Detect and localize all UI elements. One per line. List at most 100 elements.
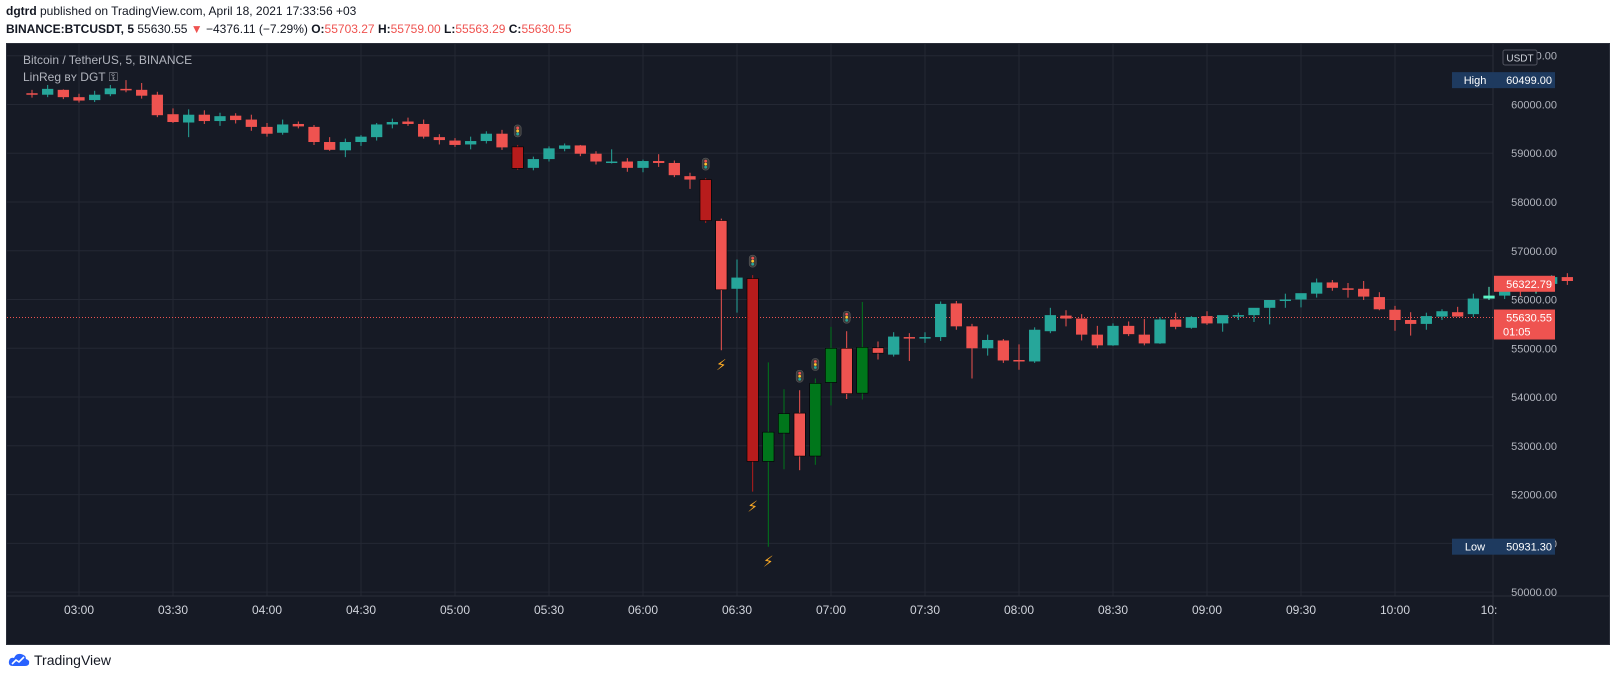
candle-body <box>1420 316 1432 324</box>
published-text: published on TradingView.com, April 18, … <box>40 4 357 18</box>
candlestick-chart[interactable]: ⚡⚡⚡61000.0060000.0059000.0058000.0057000… <box>7 44 1609 644</box>
candle-body <box>1154 319 1166 344</box>
candle-body <box>1138 334 1150 344</box>
candle-body <box>778 413 790 434</box>
price-tick-label: 54000.00 <box>1511 392 1557 404</box>
currency-label: USDT <box>1506 54 1533 65</box>
candle-body <box>1311 282 1323 294</box>
candle-body <box>89 94 101 101</box>
candle-body <box>339 142 351 151</box>
candle-body <box>57 89 69 98</box>
traffic-light-icon <box>513 124 522 138</box>
time-tick-label: 07:30 <box>910 603 940 617</box>
traffic-light-red <box>798 371 802 375</box>
brand-name: TradingView <box>34 652 112 668</box>
traffic-light-green <box>704 165 708 169</box>
candle-body <box>699 179 712 221</box>
high-value: 55759.00 <box>390 22 441 36</box>
traffic-light-yellow <box>704 162 708 166</box>
candle-body <box>1264 300 1276 308</box>
candle-body <box>449 140 461 145</box>
candle-body <box>1561 277 1573 281</box>
indicator-price-label: 56322.79 <box>1506 279 1552 291</box>
candle-body <box>480 133 492 142</box>
candle-body <box>840 347 853 394</box>
cloud-logo-icon <box>8 653 30 666</box>
price-tick-label: 50000.00 <box>1511 587 1557 599</box>
traffic-light-icon <box>701 157 710 171</box>
candle-body <box>590 153 602 162</box>
candle-body <box>496 133 508 148</box>
close-label: C: <box>508 22 522 36</box>
traffic-light-icon <box>748 254 757 268</box>
time-tick-label: 08:00 <box>1004 603 1034 617</box>
traffic-light-yellow <box>845 315 849 319</box>
publisher-name[interactable]: dgtrd <box>6 4 37 18</box>
candle-body <box>1342 288 1354 290</box>
candle-body <box>637 161 649 168</box>
candle-body <box>872 347 884 354</box>
candle-body <box>997 340 1009 361</box>
candle-body <box>1060 315 1072 319</box>
last-price-tag <box>1494 309 1555 340</box>
low-marker-bg <box>1452 538 1555 555</box>
candle-body <box>1326 282 1338 288</box>
candle-body <box>371 124 383 138</box>
candle-body <box>527 159 539 168</box>
candle-body <box>1389 309 1401 320</box>
price-tick-label: 60000.00 <box>1511 99 1557 111</box>
high-label: H: <box>377 22 391 36</box>
traffic-light-icon <box>842 310 851 324</box>
candle-body <box>292 123 304 127</box>
currency-badge <box>1502 49 1538 66</box>
candle-body <box>308 126 320 143</box>
time-tick-label: 05:30 <box>534 603 564 617</box>
high-marker: High 60499.00 <box>1452 72 1555 89</box>
candle-body <box>1170 319 1182 327</box>
series-legend[interactable]: Bitcoin / TetherUS, 5, BINANCE <box>23 53 193 67</box>
last-price: 55630.55 <box>137 22 188 36</box>
low-marker-label: Low <box>1465 542 1485 554</box>
candle-body <box>1029 329 1041 362</box>
price-tick-label: 56000.00 <box>1511 295 1557 307</box>
candles <box>26 80 1573 547</box>
candle-body <box>543 148 555 160</box>
candle-body <box>793 412 806 457</box>
candle-body <box>653 161 665 163</box>
candle-body <box>355 136 367 143</box>
candle-body <box>935 303 947 338</box>
candle-body <box>167 114 179 123</box>
candle-body <box>966 326 978 349</box>
candle-body <box>950 303 962 327</box>
close-value: 55630.55 <box>521 22 572 36</box>
traffic-light-green <box>516 132 520 136</box>
time-tick-label: 09:30 <box>1286 603 1316 617</box>
chart-panel[interactable]: ⚡⚡⚡61000.0060000.0059000.0058000.0057000… <box>6 43 1610 645</box>
time-tick-label: 06:00 <box>628 603 658 617</box>
candle-body <box>809 383 822 457</box>
lightning-icon: ⚡ <box>716 356 727 374</box>
candle-body <box>1076 318 1088 335</box>
candle-body <box>1123 325 1135 335</box>
candle-body <box>26 93 38 95</box>
candle-body <box>1436 311 1448 317</box>
low-marker-value: 50931.30 <box>1506 542 1552 554</box>
candle-body <box>825 347 837 383</box>
candle-body <box>1483 295 1495 299</box>
low-marker: Low 50931.30 <box>1452 538 1555 555</box>
traffic-light-red <box>813 360 817 363</box>
candle-body <box>1091 334 1103 346</box>
traffic-light-icon <box>795 369 804 383</box>
tradingview-logo[interactable]: TradingView <box>8 652 111 668</box>
time-tick-label: 09:00 <box>1192 603 1222 617</box>
candle-body <box>1185 317 1197 328</box>
change-down-icon: ▼ <box>190 22 203 36</box>
candle-body <box>919 337 931 339</box>
time-axis: 03:00 03:30 04:00 04:30 05:00 05:30 06:00 06:30… <box>64 603 1497 617</box>
indicator-legend[interactable]: LinReg ʙʏ DGT ⚿ <box>23 70 118 84</box>
candle-body <box>261 126 273 134</box>
candle-body <box>120 88 132 91</box>
candle-body <box>762 431 775 462</box>
candle-body <box>1107 325 1119 346</box>
candle-body <box>418 123 430 137</box>
